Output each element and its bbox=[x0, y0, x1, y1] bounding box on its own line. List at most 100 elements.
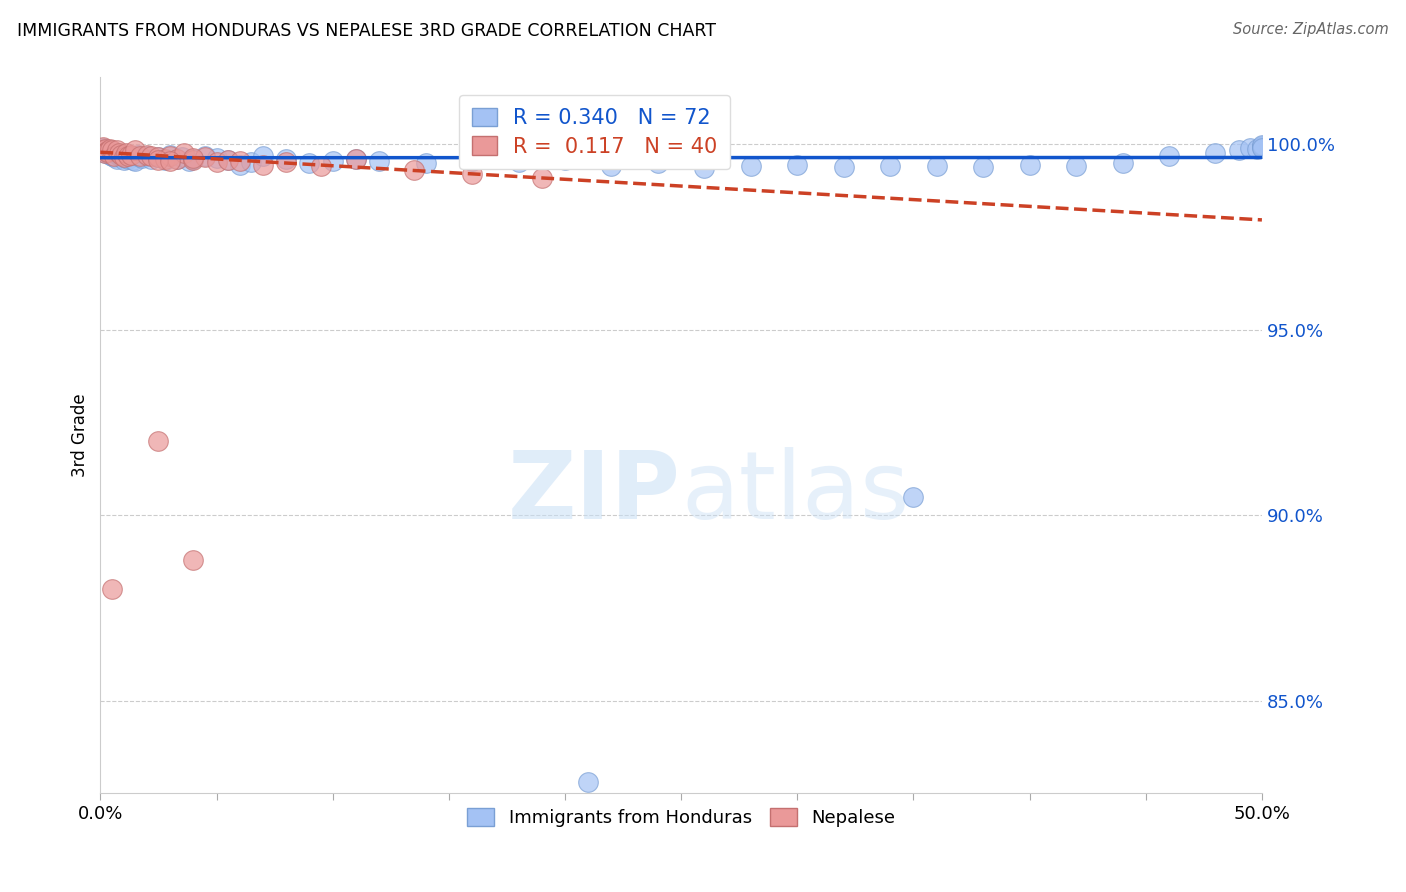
Point bbox=[240, 155, 263, 169]
Point bbox=[1204, 146, 1226, 161]
Point bbox=[128, 149, 150, 163]
Point bbox=[217, 153, 239, 167]
Point bbox=[554, 153, 576, 167]
Point bbox=[101, 149, 124, 163]
Y-axis label: 3rd Grade: 3rd Grade bbox=[72, 393, 89, 477]
Point bbox=[159, 149, 181, 163]
Point bbox=[229, 158, 252, 172]
Point bbox=[181, 552, 204, 566]
Point bbox=[461, 153, 484, 168]
Point bbox=[117, 149, 139, 163]
Point bbox=[576, 775, 599, 789]
Point bbox=[141, 149, 163, 163]
Point bbox=[98, 142, 121, 156]
Point bbox=[159, 147, 181, 161]
Point bbox=[205, 151, 228, 165]
Point bbox=[148, 150, 170, 164]
Point bbox=[786, 158, 808, 172]
Point bbox=[1157, 149, 1180, 163]
Point bbox=[177, 153, 200, 168]
Point bbox=[276, 152, 298, 166]
Point bbox=[124, 143, 146, 157]
Point bbox=[148, 434, 170, 448]
Point bbox=[112, 150, 135, 164]
Point bbox=[98, 148, 121, 162]
Point bbox=[103, 149, 125, 163]
Point bbox=[112, 153, 135, 167]
Point bbox=[148, 153, 170, 167]
Point bbox=[91, 143, 114, 157]
Point bbox=[115, 146, 138, 161]
Point bbox=[105, 143, 128, 157]
Point bbox=[205, 155, 228, 169]
Point bbox=[600, 160, 623, 174]
Point bbox=[1246, 142, 1268, 156]
Point bbox=[94, 146, 117, 161]
Point bbox=[194, 149, 217, 163]
Point bbox=[131, 151, 153, 165]
Point bbox=[94, 142, 117, 156]
Point bbox=[229, 153, 252, 168]
Text: atlas: atlas bbox=[681, 447, 910, 539]
Point bbox=[110, 150, 132, 164]
Point bbox=[159, 153, 181, 168]
Point bbox=[101, 582, 124, 597]
Point bbox=[1064, 160, 1087, 174]
Point bbox=[94, 145, 117, 159]
Point bbox=[740, 160, 762, 174]
Point bbox=[96, 144, 118, 158]
Point bbox=[148, 150, 170, 164]
Point bbox=[181, 152, 204, 166]
Point bbox=[1111, 156, 1133, 170]
Point bbox=[103, 150, 125, 164]
Point bbox=[94, 142, 117, 156]
Point bbox=[120, 149, 142, 163]
Point bbox=[1251, 138, 1274, 153]
Point bbox=[166, 152, 188, 166]
Point bbox=[879, 159, 901, 173]
Point bbox=[972, 160, 994, 174]
Point bbox=[91, 140, 114, 154]
Point bbox=[1227, 143, 1250, 157]
Point bbox=[309, 160, 332, 174]
Point bbox=[925, 160, 948, 174]
Point bbox=[96, 144, 118, 158]
Legend: Immigrants from Honduras, Nepalese: Immigrants from Honduras, Nepalese bbox=[460, 801, 903, 834]
Point bbox=[98, 146, 121, 161]
Point bbox=[647, 156, 669, 170]
Point bbox=[402, 163, 425, 178]
Point bbox=[252, 149, 274, 163]
Point bbox=[1251, 141, 1274, 155]
Point bbox=[693, 161, 716, 176]
Point bbox=[91, 141, 114, 155]
Point bbox=[1018, 158, 1040, 172]
Point bbox=[344, 152, 367, 166]
Point bbox=[832, 160, 855, 174]
Point bbox=[252, 158, 274, 172]
Point bbox=[91, 143, 114, 157]
Point bbox=[135, 147, 157, 161]
Point bbox=[101, 143, 124, 157]
Point bbox=[120, 148, 142, 162]
Point bbox=[415, 156, 437, 170]
Point bbox=[94, 146, 117, 161]
Point bbox=[1251, 140, 1274, 154]
Point bbox=[101, 147, 124, 161]
Point bbox=[173, 146, 195, 161]
Point bbox=[1239, 141, 1261, 155]
Point bbox=[530, 171, 553, 186]
Point bbox=[105, 152, 128, 166]
Point bbox=[368, 153, 391, 168]
Point bbox=[128, 150, 150, 164]
Point bbox=[117, 152, 139, 166]
Point bbox=[298, 156, 321, 170]
Text: Source: ZipAtlas.com: Source: ZipAtlas.com bbox=[1233, 22, 1389, 37]
Point bbox=[103, 146, 125, 161]
Point bbox=[108, 149, 131, 163]
Point bbox=[276, 155, 298, 169]
Point bbox=[194, 150, 217, 164]
Text: IMMIGRANTS FROM HONDURAS VS NEPALESE 3RD GRADE CORRELATION CHART: IMMIGRANTS FROM HONDURAS VS NEPALESE 3RD… bbox=[17, 22, 716, 40]
Point bbox=[170, 150, 193, 164]
Point bbox=[181, 151, 204, 165]
Point bbox=[344, 152, 367, 166]
